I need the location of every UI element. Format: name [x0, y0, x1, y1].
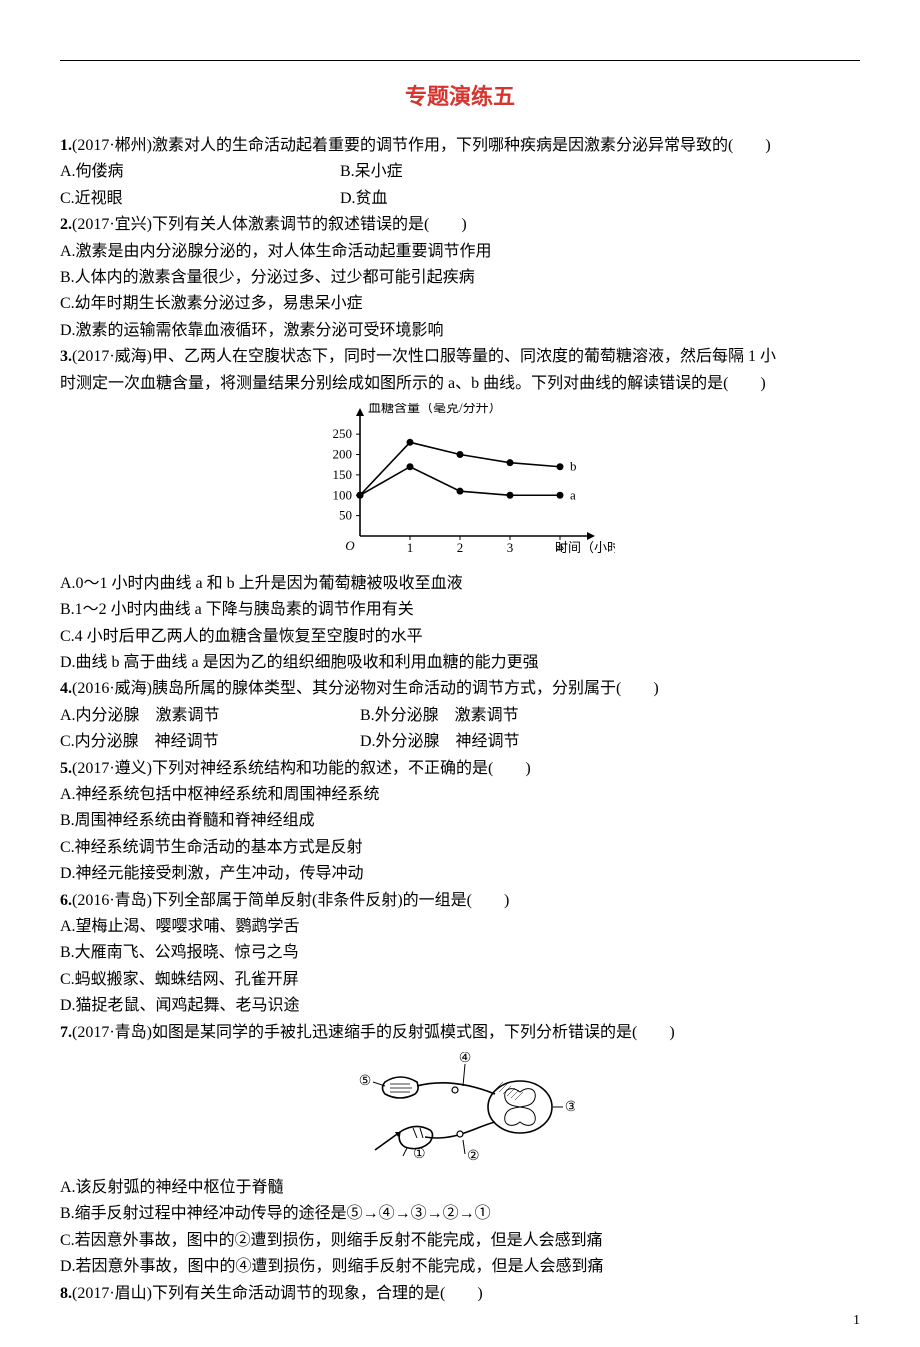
svg-text:3: 3 — [507, 540, 514, 555]
svg-text:a: a — [570, 487, 576, 502]
q1-option-b: B.呆小症 — [340, 159, 403, 185]
q2-option-b: B.人体内的激素含量很少，分泌过多、过少都可能引起疾病 — [60, 265, 860, 291]
q8-stem: 8.(2017·眉山)下列有关生命活动调节的现象，合理的是( ) — [60, 1281, 860, 1307]
q1-option-c: C.近视眼 — [60, 186, 340, 212]
q2-option-c: C.幼年时期生长激素分泌过多，易患呆小症 — [60, 291, 860, 317]
svg-text:1: 1 — [407, 540, 414, 555]
page-title: 专题演练五 — [60, 79, 860, 111]
q7-option-c: C.若因意外事故，图中的②遭到损伤，则缩手反射不能完成，但是人会感到痛 — [60, 1228, 860, 1254]
q5-option-c: C.神经系统调节生命活动的基本方式是反射 — [60, 835, 860, 861]
q7-option-d: D.若因意外事故，图中的④遭到损伤，则缩手反射不能完成，但是人会感到痛 — [60, 1254, 860, 1280]
q7-option-b: B.缩手反射过程中神经冲动传导的途径是⑤→④→③→②→① — [60, 1201, 860, 1227]
reflex-arc-diagram: ④ ⑤ ③ ① ② — [345, 1052, 575, 1162]
q3-stem-line2: 时测定一次血糖含量，将测量结果分别绘成如图所示的 a、b 曲线。下列对曲线的解读… — [60, 371, 860, 397]
svg-text:⑤: ⑤ — [359, 1074, 372, 1089]
q3-option-c: C.4 小时后甲乙两人的血糖含量恢复至空腹时的水平 — [60, 624, 860, 650]
q3-option-d: D.曲线 b 高于曲线 a 是因为乙的组织细胞吸收和利用血糖的能力更强 — [60, 650, 860, 676]
svg-text:③: ③ — [565, 1100, 575, 1115]
svg-text:时间（小时）: 时间（小时） — [555, 540, 615, 555]
q4-option-d: D.外分泌腺 神经调节 — [360, 729, 520, 755]
q4-stem: 4.(2016·威海)胰岛所属的腺体类型、其分泌物对生命活动的调节方式，分别属于… — [60, 676, 860, 702]
q3-option-b: B.1～2 小时内曲线 a 下降与胰岛素的调节作用有关 — [60, 597, 860, 623]
q2-option-d: D.激素的运输需依靠血液循环，激素分泌可受环境影响 — [60, 318, 860, 344]
q5-option-d: D.神经元能接受刺激，产生冲动，传导冲动 — [60, 861, 860, 887]
q4-option-a: A.内分泌腺 激素调节 — [60, 703, 360, 729]
svg-text:200: 200 — [333, 446, 353, 461]
q4-option-b: B.外分泌腺 激素调节 — [360, 703, 519, 729]
q5-option-a: A.神经系统包括中枢神经系统和周围神经系统 — [60, 782, 860, 808]
q3-stem-line1: 3.(2017·威海)甲、乙两人在空腹状态下，同时一次性口服等量的、同浓度的葡萄… — [60, 344, 860, 370]
q1-stem: 1.(2017·郴州)激素对人的生命活动起着重要的调节作用，下列哪种疾病是因激素… — [60, 133, 860, 159]
q5-stem: 5.(2017·遵义)下列对神经系统结构和功能的叙述，不正确的是( ) — [60, 756, 860, 782]
svg-text:2: 2 — [457, 540, 464, 555]
page-number: 1 — [853, 1313, 860, 1329]
q4-options-row2: C.内分泌腺 神经调节 D.外分泌腺 神经调节 — [60, 729, 860, 755]
q2-stem: 2.(2017·宜兴)下列有关人体激素调节的叙述错误的是( ) — [60, 212, 860, 238]
q7-diagram: ④ ⑤ ③ ① ② — [60, 1052, 860, 1167]
svg-text:①: ① — [413, 1147, 426, 1162]
q4-options-row1: A.内分泌腺 激素调节 B.外分泌腺 激素调节 — [60, 703, 860, 729]
svg-text:血糖含量（毫克/分升）: 血糖含量（毫克/分升） — [368, 403, 502, 415]
q3-option-a: A.0～1 小时内曲线 a 和 b 上升是因为葡萄糖被吸收至血液 — [60, 571, 860, 597]
q4-option-c: C.内分泌腺 神经调节 — [60, 729, 360, 755]
q6-option-a: A.望梅止渴、嘤嘤求哺、鹦鹉学舌 — [60, 914, 860, 940]
svg-text:O: O — [345, 538, 355, 553]
svg-text:150: 150 — [333, 467, 353, 482]
q6-stem: 6.(2016·青岛)下列全部属于简单反射(非条件反射)的一组是( ) — [60, 888, 860, 914]
top-rule — [60, 60, 860, 61]
q7-option-a: A.该反射弧的神经中枢位于脊髓 — [60, 1175, 860, 1201]
page: 专题演练五 1.(2017·郴州)激素对人的生命活动起着重要的调节作用，下列哪种… — [0, 0, 920, 1347]
q6-option-d: D.猫捉老鼠、闻鸡起舞、老马识途 — [60, 993, 860, 1019]
q5-option-b: B.周围神经系统由脊髓和脊神经组成 — [60, 808, 860, 834]
q1-options-row2: C.近视眼 D.贫血 — [60, 186, 860, 212]
q6-option-c: C.蚂蚁搬家、蜘蛛结网、孔雀开屏 — [60, 967, 860, 993]
q1-option-d: D.贫血 — [340, 186, 388, 212]
blood-sugar-chart: 501001502002501234O血糖含量（毫克/分升）时间（小时）ba — [305, 403, 615, 558]
q3-chart: 501001502002501234O血糖含量（毫克/分升）时间（小时）ba — [60, 403, 860, 563]
q1-option-a: A.佝偻病 — [60, 159, 340, 185]
svg-text:100: 100 — [333, 487, 353, 502]
svg-text:b: b — [570, 459, 577, 474]
q7-stem: 7.(2017·青岛)如图是某同学的手被扎迅速缩手的反射弧模式图，下列分析错误的… — [60, 1020, 860, 1046]
svg-text:250: 250 — [333, 426, 353, 441]
q6-option-b: B.大雁南飞、公鸡报晓、惊弓之鸟 — [60, 940, 860, 966]
q1-options-row1: A.佝偻病 B.呆小症 — [60, 159, 860, 185]
q2-option-a: A.激素是由内分泌腺分泌的，对人体生命活动起重要调节作用 — [60, 239, 860, 265]
svg-text:50: 50 — [339, 508, 352, 523]
svg-text:④: ④ — [459, 1052, 472, 1066]
svg-text:②: ② — [467, 1149, 480, 1162]
